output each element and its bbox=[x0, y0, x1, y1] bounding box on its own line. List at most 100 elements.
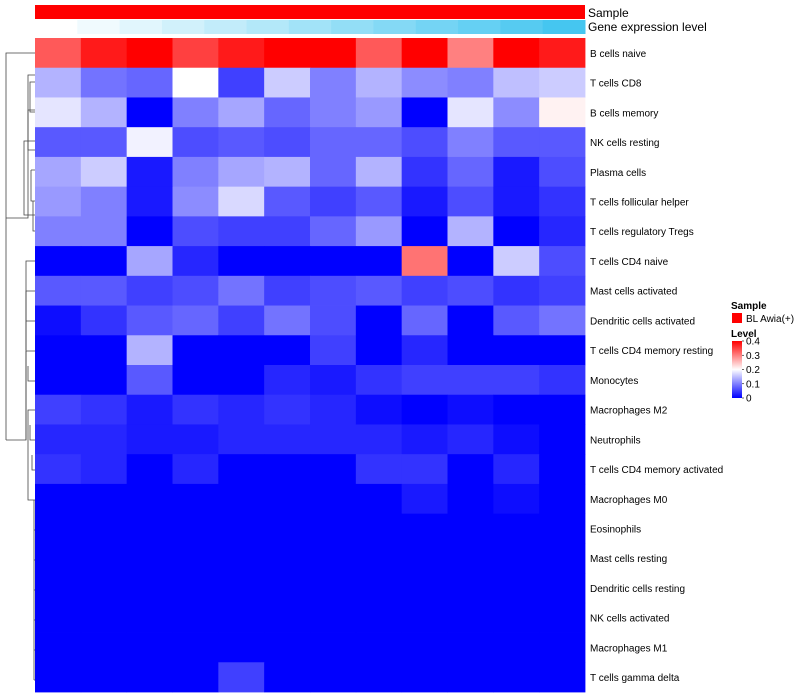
heatmap-cell bbox=[355, 305, 403, 336]
heatmap-cell bbox=[310, 275, 357, 306]
expression-track-cell bbox=[161, 20, 205, 34]
heatmap-cell bbox=[172, 543, 219, 574]
heatmap-cell bbox=[218, 127, 265, 158]
heatmap-cell bbox=[401, 275, 448, 306]
heatmap-cell bbox=[80, 573, 128, 604]
heatmap-cell bbox=[310, 662, 357, 693]
heatmap-cell bbox=[35, 394, 82, 425]
heatmap-cell bbox=[355, 602, 403, 633]
heatmap-cell bbox=[447, 602, 494, 633]
row-label: Mast cells resting bbox=[590, 554, 667, 565]
heatmap-cell bbox=[35, 454, 82, 485]
row-label: Macrophages M1 bbox=[590, 643, 668, 654]
heatmap-cell bbox=[172, 662, 219, 693]
heatmap-cell bbox=[80, 662, 128, 693]
expression-track-cell bbox=[331, 20, 374, 34]
heatmap-cell bbox=[401, 67, 448, 98]
heatmap-cell bbox=[355, 246, 403, 277]
heatmap-cell bbox=[401, 454, 448, 485]
heatmap-cell bbox=[539, 67, 586, 98]
heatmap-cell bbox=[493, 67, 540, 98]
heatmap-cell bbox=[493, 513, 540, 544]
heatmap-cell bbox=[35, 246, 82, 277]
heatmap-cell bbox=[172, 156, 219, 188]
heatmap-cell bbox=[310, 573, 357, 604]
heatmap-cell bbox=[218, 454, 265, 485]
heatmap-cell bbox=[493, 38, 540, 69]
heatmap-cell bbox=[218, 483, 265, 515]
heatmap-cell bbox=[447, 216, 494, 247]
dendrogram-branch bbox=[27, 74, 35, 110]
expression-track-cell bbox=[246, 20, 290, 34]
heatmap-cell bbox=[126, 662, 173, 693]
heatmap-cell bbox=[264, 38, 311, 69]
heatmap-cell bbox=[218, 275, 265, 306]
heatmap-cell bbox=[80, 543, 128, 574]
heatmap-cell bbox=[264, 365, 311, 396]
heatmap-cell bbox=[172, 186, 219, 217]
heatmap-cell bbox=[355, 543, 403, 574]
heatmap-cell bbox=[310, 513, 357, 544]
heatmap-cell bbox=[126, 305, 173, 336]
heatmap-cell bbox=[539, 543, 586, 574]
heatmap-cell bbox=[447, 335, 494, 366]
expression-annotation-track bbox=[35, 20, 586, 34]
heatmap-cell bbox=[355, 573, 403, 604]
heatmap-cell bbox=[264, 543, 311, 574]
heatmap-cell bbox=[126, 483, 173, 515]
heatmap-cell bbox=[447, 246, 494, 277]
legend-sample-title: Sample bbox=[731, 301, 767, 312]
heatmap-cell bbox=[80, 186, 128, 217]
heatmap-cell bbox=[539, 97, 586, 128]
sample-track-cell bbox=[35, 5, 585, 19]
expression-track-cell bbox=[119, 20, 163, 34]
heatmap-cell bbox=[264, 394, 311, 425]
dendrogram-branch bbox=[5, 52, 35, 218]
heatmap-cell bbox=[310, 365, 357, 396]
expression-track-cell bbox=[204, 20, 248, 34]
heatmap-cell bbox=[218, 156, 265, 188]
heatmap-cell bbox=[310, 127, 357, 158]
row-label: Macrophages M2 bbox=[590, 406, 668, 417]
heatmap-cell bbox=[539, 335, 586, 366]
heatmap-cell bbox=[310, 543, 357, 574]
heatmap-cell bbox=[447, 424, 494, 455]
heatmap-cell bbox=[172, 513, 219, 544]
heatmap-cell bbox=[264, 573, 311, 604]
heatmap-cell bbox=[355, 394, 403, 425]
heatmap-cell bbox=[80, 483, 128, 515]
heatmap-cell bbox=[35, 365, 82, 396]
dendrogram-branch bbox=[23, 140, 35, 216]
heatmap-cell bbox=[126, 67, 173, 98]
heatmap-cell bbox=[218, 543, 265, 574]
heatmap-cell bbox=[310, 632, 357, 663]
expression-track-cell bbox=[500, 20, 544, 34]
heatmap-cell bbox=[493, 483, 540, 515]
row-label: Monocytes bbox=[590, 376, 638, 387]
heatmap-cell bbox=[264, 632, 311, 663]
heatmap-cell bbox=[447, 513, 494, 544]
dendrogram-branch bbox=[6, 260, 35, 441]
heatmap-cell bbox=[493, 365, 540, 396]
heatmap-cell bbox=[172, 365, 219, 396]
heatmap-cell bbox=[264, 216, 311, 247]
heatmap-cell bbox=[126, 38, 173, 69]
legend-ticks: 0.4 0.3 0.2 0.1 0 bbox=[742, 337, 760, 405]
heatmap-cell bbox=[493, 335, 540, 366]
heatmap-cell bbox=[493, 454, 540, 485]
heatmap-cell bbox=[310, 246, 357, 277]
heatmap-cell bbox=[172, 454, 219, 485]
row-label: Dendritic cells activated bbox=[590, 316, 695, 327]
heatmap-cell bbox=[264, 513, 311, 544]
heatmap-cell bbox=[493, 394, 540, 425]
heatmap-cell bbox=[355, 662, 403, 693]
row-dendrogram bbox=[5, 52, 35, 681]
heatmap-cell bbox=[447, 365, 494, 396]
heatmap-cell bbox=[126, 186, 173, 217]
heatmap-cell bbox=[80, 394, 128, 425]
heatmap-cell bbox=[447, 543, 494, 574]
heatmap-cell bbox=[126, 424, 173, 455]
heatmap-cell bbox=[35, 483, 82, 515]
heatmap-cell bbox=[539, 573, 586, 604]
